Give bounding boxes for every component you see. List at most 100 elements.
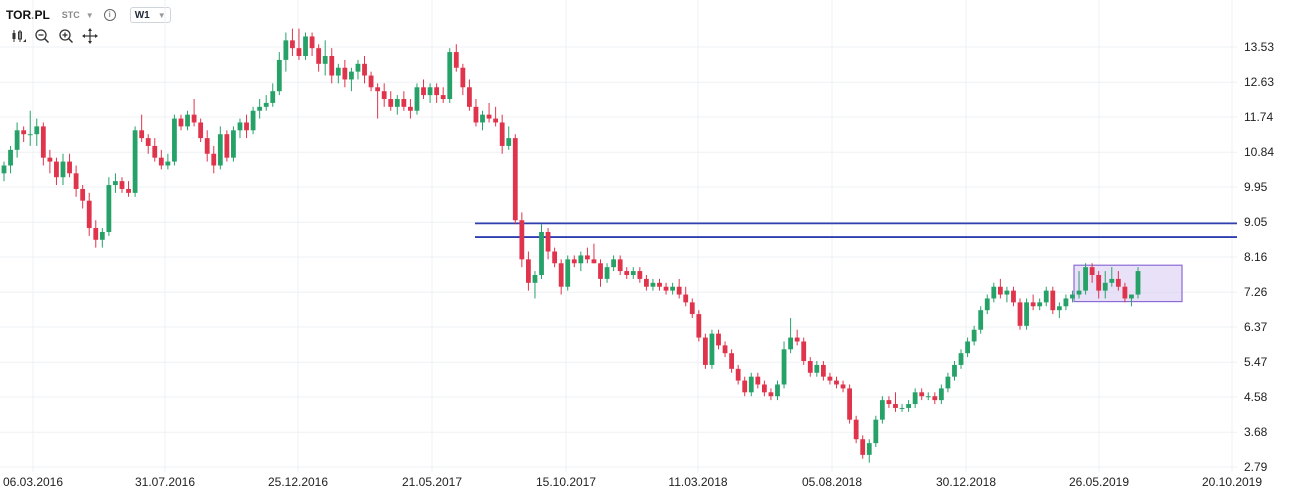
y-tick-label: 13.53 bbox=[1244, 40, 1274, 54]
chart-toolbar: TOR.PL STC ▼ i W1 ▼ bbox=[6, 5, 171, 25]
candle bbox=[303, 32, 308, 60]
y-tick-label: 4.58 bbox=[1244, 390, 1268, 404]
candle bbox=[21, 126, 27, 143]
candle bbox=[1076, 271, 1082, 299]
candle bbox=[427, 83, 433, 103]
candle bbox=[467, 79, 472, 111]
candle bbox=[919, 388, 925, 401]
candle bbox=[893, 392, 898, 412]
move-icon[interactable] bbox=[82, 28, 98, 44]
candle bbox=[860, 435, 866, 459]
zoom-in-icon[interactable] bbox=[58, 28, 74, 44]
candle bbox=[1063, 294, 1069, 311]
candle bbox=[604, 263, 610, 283]
candle bbox=[165, 153, 171, 170]
candle bbox=[814, 361, 820, 377]
candle bbox=[342, 59, 348, 88]
candle bbox=[493, 106, 499, 127]
candle bbox=[1017, 298, 1023, 330]
candles-icon[interactable] bbox=[10, 28, 26, 44]
candle bbox=[709, 329, 715, 369]
candle bbox=[1056, 302, 1062, 319]
candle bbox=[408, 99, 413, 119]
y-tick-label: 8.16 bbox=[1244, 250, 1268, 264]
candle bbox=[729, 349, 735, 373]
candle bbox=[453, 44, 459, 72]
candle bbox=[73, 165, 79, 197]
candle bbox=[93, 220, 99, 248]
candle bbox=[611, 255, 617, 272]
candle bbox=[702, 333, 708, 369]
candle bbox=[991, 282, 997, 303]
candle bbox=[545, 228, 551, 260]
candle bbox=[270, 83, 276, 107]
candle bbox=[191, 99, 197, 127]
candle bbox=[886, 396, 892, 408]
candle bbox=[224, 130, 230, 162]
candle bbox=[126, 181, 131, 197]
candle bbox=[906, 400, 911, 412]
instrument-type[interactable]: STC bbox=[61, 10, 80, 20]
candle bbox=[748, 372, 754, 397]
candle bbox=[781, 341, 787, 389]
candle bbox=[158, 149, 164, 170]
candle bbox=[853, 415, 859, 444]
candle bbox=[506, 126, 512, 150]
y-tick-label: 11.74 bbox=[1244, 110, 1273, 124]
candle bbox=[1129, 294, 1134, 307]
candle bbox=[152, 138, 158, 162]
candle bbox=[630, 267, 636, 279]
candle bbox=[670, 282, 676, 295]
zoom-out-icon[interactable] bbox=[34, 28, 50, 44]
candle bbox=[322, 40, 328, 76]
candle bbox=[1024, 298, 1029, 330]
candle bbox=[257, 99, 263, 119]
candle bbox=[971, 325, 977, 346]
chart-grid bbox=[0, 0, 1237, 472]
candle bbox=[938, 384, 944, 405]
candle bbox=[80, 185, 86, 209]
candle bbox=[1083, 263, 1088, 295]
candle bbox=[519, 212, 525, 268]
candle bbox=[571, 255, 577, 268]
candle bbox=[643, 274, 649, 291]
candle bbox=[1109, 267, 1115, 287]
candle bbox=[578, 251, 584, 272]
candle bbox=[60, 153, 66, 186]
candle bbox=[283, 32, 289, 72]
x-tick-label: 11.03.2018 bbox=[668, 475, 727, 489]
symbol-label[interactable]: TOR.PL bbox=[6, 8, 50, 22]
candle bbox=[421, 79, 426, 100]
type-dropdown-icon[interactable]: ▼ bbox=[85, 10, 94, 20]
candle bbox=[801, 337, 807, 365]
candle bbox=[696, 310, 702, 342]
candle bbox=[381, 83, 387, 107]
chart-tools bbox=[10, 28, 98, 44]
candle bbox=[552, 247, 558, 268]
candle bbox=[54, 157, 59, 186]
candle bbox=[309, 32, 315, 56]
candle bbox=[414, 83, 420, 115]
candle bbox=[663, 282, 669, 295]
candle bbox=[1102, 271, 1108, 299]
candle bbox=[296, 28, 302, 60]
candle bbox=[965, 337, 970, 358]
candle bbox=[368, 71, 374, 92]
candle bbox=[106, 177, 112, 236]
info-icon[interactable]: i bbox=[103, 9, 116, 21]
candle bbox=[388, 91, 394, 111]
candle bbox=[244, 114, 249, 139]
candle bbox=[132, 126, 138, 197]
candle bbox=[1135, 267, 1141, 299]
interval-select[interactable]: W1 ▼ bbox=[129, 7, 171, 23]
candle bbox=[40, 122, 46, 166]
x-tick-label: 05.08.2018 bbox=[802, 475, 862, 489]
candle bbox=[185, 110, 190, 131]
candle bbox=[231, 126, 236, 162]
candle bbox=[329, 48, 335, 84]
candle bbox=[945, 372, 951, 393]
y-tick-label: 3.68 bbox=[1244, 425, 1268, 439]
candle bbox=[676, 278, 682, 299]
candle bbox=[624, 267, 630, 279]
